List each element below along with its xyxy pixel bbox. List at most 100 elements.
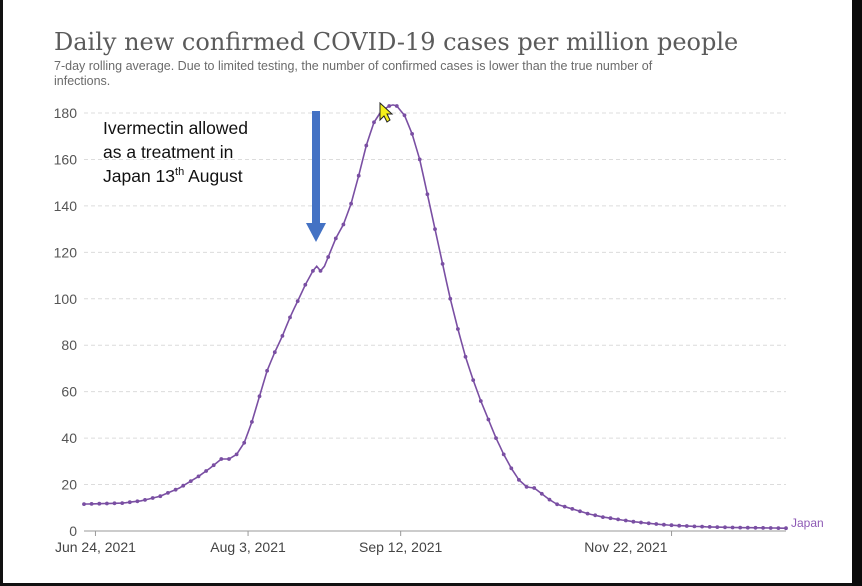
data-point bbox=[349, 201, 353, 206]
data-point bbox=[768, 526, 773, 530]
data-point bbox=[539, 491, 544, 496]
window-edge bbox=[852, 0, 862, 586]
data-point bbox=[105, 501, 109, 506]
data-point bbox=[211, 463, 216, 468]
grid bbox=[84, 112, 786, 486]
data-point bbox=[150, 496, 155, 500]
data-point bbox=[410, 132, 414, 136]
x-ticks: Jun 24, 2021 Aug 3, 2021 Sep 12, 2021 Nov 2… bbox=[55, 531, 673, 555]
data-point bbox=[578, 509, 582, 514]
data-point bbox=[662, 522, 666, 527]
data-point bbox=[265, 368, 269, 373]
chart-subtitle-line1: 7-day rolling average. Due to limited te… bbox=[54, 59, 653, 73]
data-point bbox=[280, 334, 285, 338]
y-tick-label: 160 bbox=[54, 151, 78, 167]
data-point bbox=[776, 526, 781, 530]
data-point bbox=[623, 518, 628, 523]
data-point bbox=[524, 485, 529, 489]
data-point bbox=[517, 478, 521, 482]
data-point bbox=[326, 255, 331, 259]
data-point bbox=[127, 500, 132, 505]
data-point bbox=[173, 487, 178, 492]
data-point bbox=[448, 296, 453, 301]
data-point bbox=[143, 498, 147, 502]
data-point bbox=[158, 494, 163, 499]
annotation-arrow-shaft bbox=[312, 111, 320, 223]
data-point bbox=[631, 519, 636, 524]
data-point bbox=[463, 354, 468, 359]
data-point bbox=[204, 469, 209, 473]
annotation-line-2: as a treatment in bbox=[103, 142, 233, 162]
annotation: Ivermectin allowed as a treatment in Jap… bbox=[103, 111, 326, 242]
data-point bbox=[135, 499, 140, 504]
data-point bbox=[730, 525, 735, 530]
data-point bbox=[616, 517, 620, 522]
y-tick-label: 120 bbox=[54, 244, 78, 260]
y-axis: 0 20 40 60 80 100 120 140 160 180 bbox=[54, 105, 78, 539]
chart-title: Daily new confirmed COVID-19 cases per m… bbox=[54, 28, 738, 56]
data-point bbox=[547, 497, 552, 502]
data-point bbox=[700, 524, 704, 529]
data-point bbox=[257, 394, 262, 399]
data-point bbox=[234, 452, 239, 457]
data-point bbox=[753, 525, 758, 530]
data-point bbox=[311, 269, 315, 273]
x-tick-label: Aug 3, 2021 bbox=[210, 539, 286, 555]
data-point bbox=[242, 440, 247, 445]
data-point bbox=[494, 436, 498, 440]
data-point bbox=[555, 502, 559, 507]
data-point bbox=[82, 502, 86, 506]
data-point bbox=[97, 501, 102, 506]
data-point bbox=[646, 521, 651, 526]
data-point bbox=[318, 269, 323, 273]
data-point bbox=[501, 452, 506, 457]
y-tick-label: 20 bbox=[61, 477, 77, 493]
y-tick-label: 140 bbox=[54, 198, 78, 214]
data-point bbox=[288, 315, 292, 320]
data-point bbox=[601, 515, 605, 519]
x-tick-label: Nov 22, 2021 bbox=[584, 539, 667, 555]
y-tick-label: 40 bbox=[61, 430, 77, 446]
y-tick-label: 180 bbox=[54, 105, 78, 121]
y-tick-label: 60 bbox=[61, 384, 77, 400]
annotation-line-3: Japan 13th August bbox=[103, 166, 243, 186]
data-point bbox=[532, 486, 537, 490]
y-tick-label: 0 bbox=[69, 523, 77, 539]
annotation-arrow-head bbox=[306, 223, 326, 242]
x-tick-label: Jun 24, 2021 bbox=[55, 539, 136, 555]
data-point bbox=[181, 483, 186, 488]
data-point bbox=[112, 501, 117, 506]
data-point bbox=[784, 526, 788, 531]
data-point bbox=[456, 327, 460, 331]
data-point bbox=[707, 525, 712, 529]
data-point bbox=[402, 113, 407, 118]
data-point bbox=[608, 516, 613, 521]
data-point bbox=[745, 525, 750, 530]
data-point bbox=[219, 457, 224, 461]
data-point bbox=[341, 222, 346, 227]
data-point bbox=[761, 526, 765, 530]
data-point bbox=[166, 491, 170, 495]
data-point bbox=[89, 502, 94, 506]
data-point bbox=[295, 299, 300, 303]
data-point bbox=[509, 466, 514, 471]
data-point bbox=[364, 143, 369, 148]
data-point bbox=[120, 501, 125, 505]
data-point bbox=[356, 173, 361, 178]
data-point bbox=[562, 504, 567, 509]
data-point bbox=[394, 104, 399, 108]
data-point bbox=[471, 378, 476, 382]
data-point bbox=[486, 417, 491, 422]
data-point bbox=[654, 522, 659, 526]
data-point bbox=[196, 474, 201, 479]
data-point bbox=[593, 513, 598, 518]
data-point bbox=[684, 524, 689, 528]
y-tick-label: 80 bbox=[61, 337, 77, 353]
chart-subtitle-line2: infections. bbox=[54, 74, 110, 88]
data-point bbox=[585, 511, 590, 516]
x-tick-label: Sep 12, 2021 bbox=[359, 539, 443, 555]
data-point bbox=[715, 525, 720, 529]
data-point bbox=[188, 479, 193, 483]
data-point bbox=[723, 525, 727, 530]
